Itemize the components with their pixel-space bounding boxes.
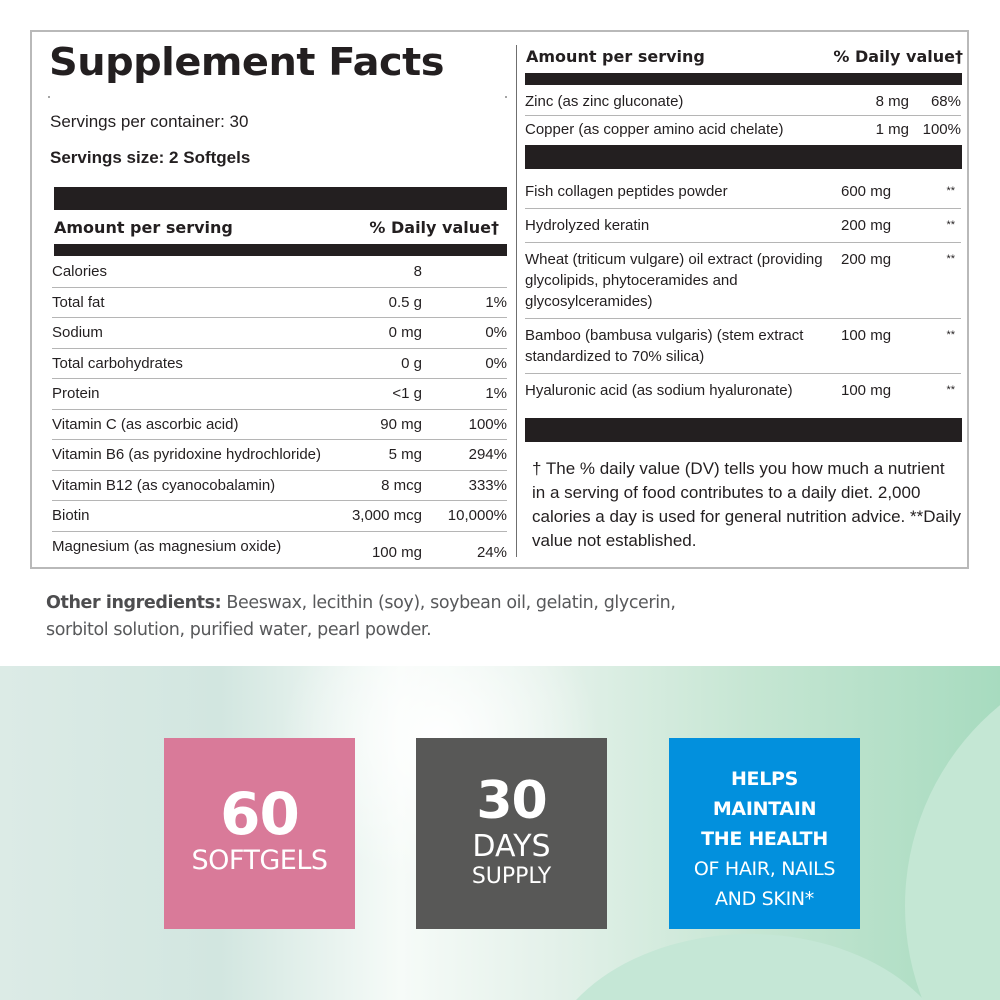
table-row: Hyaluronic acid (as sodium hyaluronate) … <box>525 382 955 399</box>
black-divider-bar <box>525 73 962 85</box>
black-divider-bar <box>54 187 507 210</box>
other-ingredients-label: Other ingredients: <box>46 593 222 613</box>
other-ingredients: Other ingredients: Beeswax, lecithin (so… <box>46 590 726 644</box>
benefit-line: OF HAIR, NAILS <box>693 858 836 880</box>
benefit-line: THE HEALTH <box>701 828 828 850</box>
table-row: Vitamin B12 (as cyanocobalamin) 8 mcg 33… <box>52 471 507 501</box>
supplement-facts-panel: Supplement Facts Servings per container:… <box>30 30 969 569</box>
black-divider-bar <box>525 418 962 442</box>
divider-dot <box>505 96 507 98</box>
table-row: Zinc (as zinc gluconate) 8 mg 68% <box>525 88 961 116</box>
supply-days-count: 30 <box>476 771 547 831</box>
black-divider-bar <box>54 244 507 256</box>
daily-value-label: % Daily value† <box>369 217 499 237</box>
daily-value-footnote: † The % daily value (DV) tells you how m… <box>532 459 962 550</box>
table-row: Fish collagen peptides powder 600 mg ** <box>525 175 961 209</box>
benefit-line: MAINTAIN <box>712 798 817 820</box>
table-row: Sodium 0 mg 0% <box>52 318 507 349</box>
table-row: Vitamin B6 (as pyridoxine hydrochloride)… <box>52 440 507 471</box>
decorative-circle <box>540 934 960 1000</box>
table-row: Magnesium (as magnesium oxide) 100 mg 24… <box>52 537 507 561</box>
black-divider-bar <box>525 145 962 169</box>
table-row: Total carbohydrates 0 g 0% <box>52 349 507 379</box>
table-row: Calories 8 <box>52 257 507 288</box>
serving-size: Servings size: 2 Softgels <box>50 148 251 167</box>
feature-banner: 60 SOFTGELS 30 DAYS SUPPLY HELPS MAINTAI… <box>0 666 1000 1000</box>
amount-per-serving-label: Amount per serving <box>54 217 233 237</box>
supply-label: SUPPLY <box>471 864 552 889</box>
softgel-count: 60 <box>220 780 300 848</box>
right-table-header: Amount per serving % Daily value† <box>526 44 963 68</box>
column-divider <box>516 45 517 557</box>
health-benefit-tile: HELPS MAINTAIN THE HEALTH OF HAIR, NAILS… <box>669 738 860 929</box>
table-row: Biotin 3,000 mcg 10,000% <box>52 501 507 532</box>
table-row: Bamboo (bambusa vulgaris) (stem extract … <box>525 319 961 374</box>
softgel-count-tile: 60 SOFTGELS <box>164 738 355 929</box>
table-row: Total fat 0.5 g 1% <box>52 288 507 318</box>
other-ingredients-table: Fish collagen peptides powder 600 mg ** … <box>525 175 961 407</box>
servings-per-container: Servings per container: 30 <box>50 112 249 131</box>
mineral-table: Zinc (as zinc gluconate) 8 mg 68% Copper… <box>525 88 961 144</box>
other-ingredients-text: Beeswax, lecithin (soy), soybean oil, ge… <box>46 593 676 640</box>
table-row: Hydrolyzed keratin 200 mg ** <box>525 209 961 243</box>
decorative-circle <box>905 666 1000 1000</box>
supply-days-tile: 30 DAYS SUPPLY <box>416 738 607 929</box>
left-nutrient-table: Calories 8 Total fat 0.5 g 1% Sodium 0 m… <box>52 257 507 562</box>
amount-per-serving-label: Amount per serving <box>526 46 705 66</box>
divider-dot <box>48 96 50 98</box>
benefit-line: AND SKIN* <box>714 888 815 910</box>
table-row: Copper (as copper amino acid chelate) 1 … <box>525 121 961 138</box>
daily-value-label: % Daily value† <box>833 46 963 66</box>
table-row: Protein <1 g 1% <box>52 379 507 410</box>
days-label: DAYS <box>472 829 551 864</box>
table-row: Wheat (triticum vulgare) oil extract (pr… <box>525 243 961 319</box>
softgel-label: SOFTGELS <box>191 845 328 876</box>
panel-title: Supplement Facts <box>49 40 444 84</box>
table-row: Vitamin C (as ascorbic acid) 90 mg 100% <box>52 410 507 440</box>
benefit-line: HELPS <box>730 768 799 790</box>
left-table-header: Amount per serving % Daily value† <box>54 215 499 239</box>
